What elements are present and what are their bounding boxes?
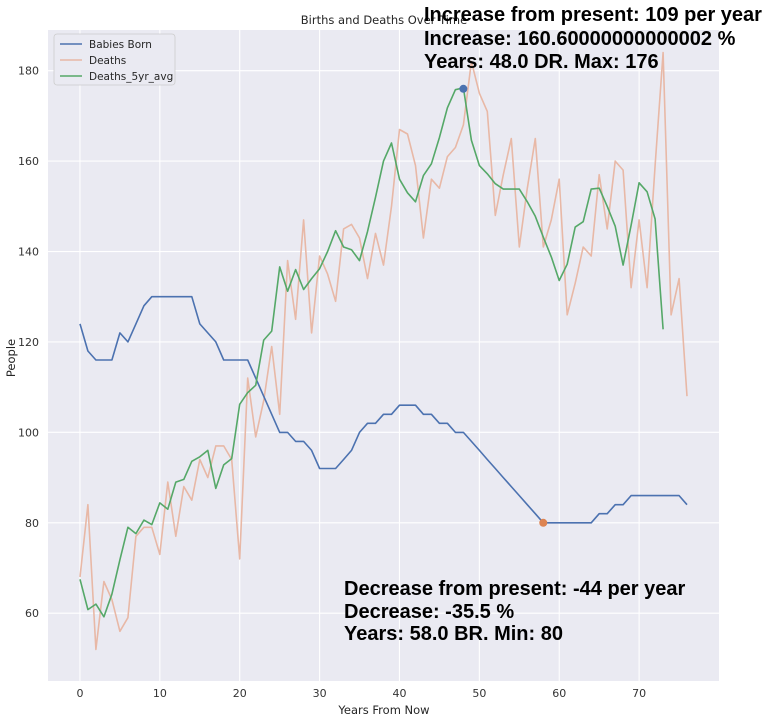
increase-annotation: Increase from present: 109 per year Incr… — [424, 4, 762, 73]
series-line-deaths — [79, 51, 688, 651]
y-axis-label: People — [4, 339, 18, 377]
y-tick-label: 80 — [25, 517, 39, 530]
x-tick-label: 30 — [313, 687, 327, 700]
y-tick-label: 120 — [18, 336, 39, 349]
x-tick-label: 70 — [632, 687, 646, 700]
decrease-annotation: Decrease from present: -44 per year Decr… — [344, 578, 685, 645]
x-tick-label: 60 — [552, 687, 566, 700]
x-tick-label: 40 — [392, 687, 406, 700]
increase-annotation-line-1: Increase from present: 109 per year — [424, 4, 762, 26]
x-tick-label: 50 — [472, 687, 486, 700]
y-tick-label: 180 — [18, 65, 39, 78]
series-line-babies-born — [79, 295, 688, 524]
y-tick-label: 160 — [18, 155, 39, 168]
legend-label-babies-born: Babies Born — [89, 39, 152, 51]
ticks: 0 10 20 30 40 50 60 70 60 80 100 120 140 160 180 — [18, 65, 646, 700]
chart-title: Births and Deaths Over Time — [301, 13, 467, 27]
increase-annotation-line-3: Years: 48.0 DR. Max: 176 — [424, 51, 659, 73]
deaths-max-marker — [459, 84, 468, 93]
series-layer — [79, 51, 688, 651]
y-tick-label: 100 — [18, 426, 39, 439]
x-tick-label: 0 — [76, 687, 83, 700]
legend-label-deaths: Deaths — [89, 55, 126, 67]
series-line-deaths-5yr-avg — [79, 87, 664, 618]
y-tick-label: 140 — [18, 246, 39, 259]
births-min-marker — [539, 518, 548, 527]
x-tick-label: 10 — [153, 687, 167, 700]
x-tick-label: 20 — [233, 687, 247, 700]
x-axis-label: Years From Now — [337, 703, 429, 717]
decrease-annotation-line-1: Decrease from present: -44 per year — [344, 578, 685, 600]
legend: Babies Born Deaths Deaths_5yr_avg — [53, 33, 176, 86]
decrease-annotation-line-2: Decrease: -35.5 % — [344, 601, 514, 623]
y-tick-label: 60 — [25, 607, 39, 620]
legend-label-deaths-5yr-avg: Deaths_5yr_avg — [89, 71, 173, 83]
decrease-annotation-line-3: Years: 58.0 BR. Min: 80 — [344, 623, 563, 645]
legend-box — [53, 33, 176, 86]
increase-annotation-line-2: Increase: 160.60000000000002 % — [424, 28, 736, 50]
